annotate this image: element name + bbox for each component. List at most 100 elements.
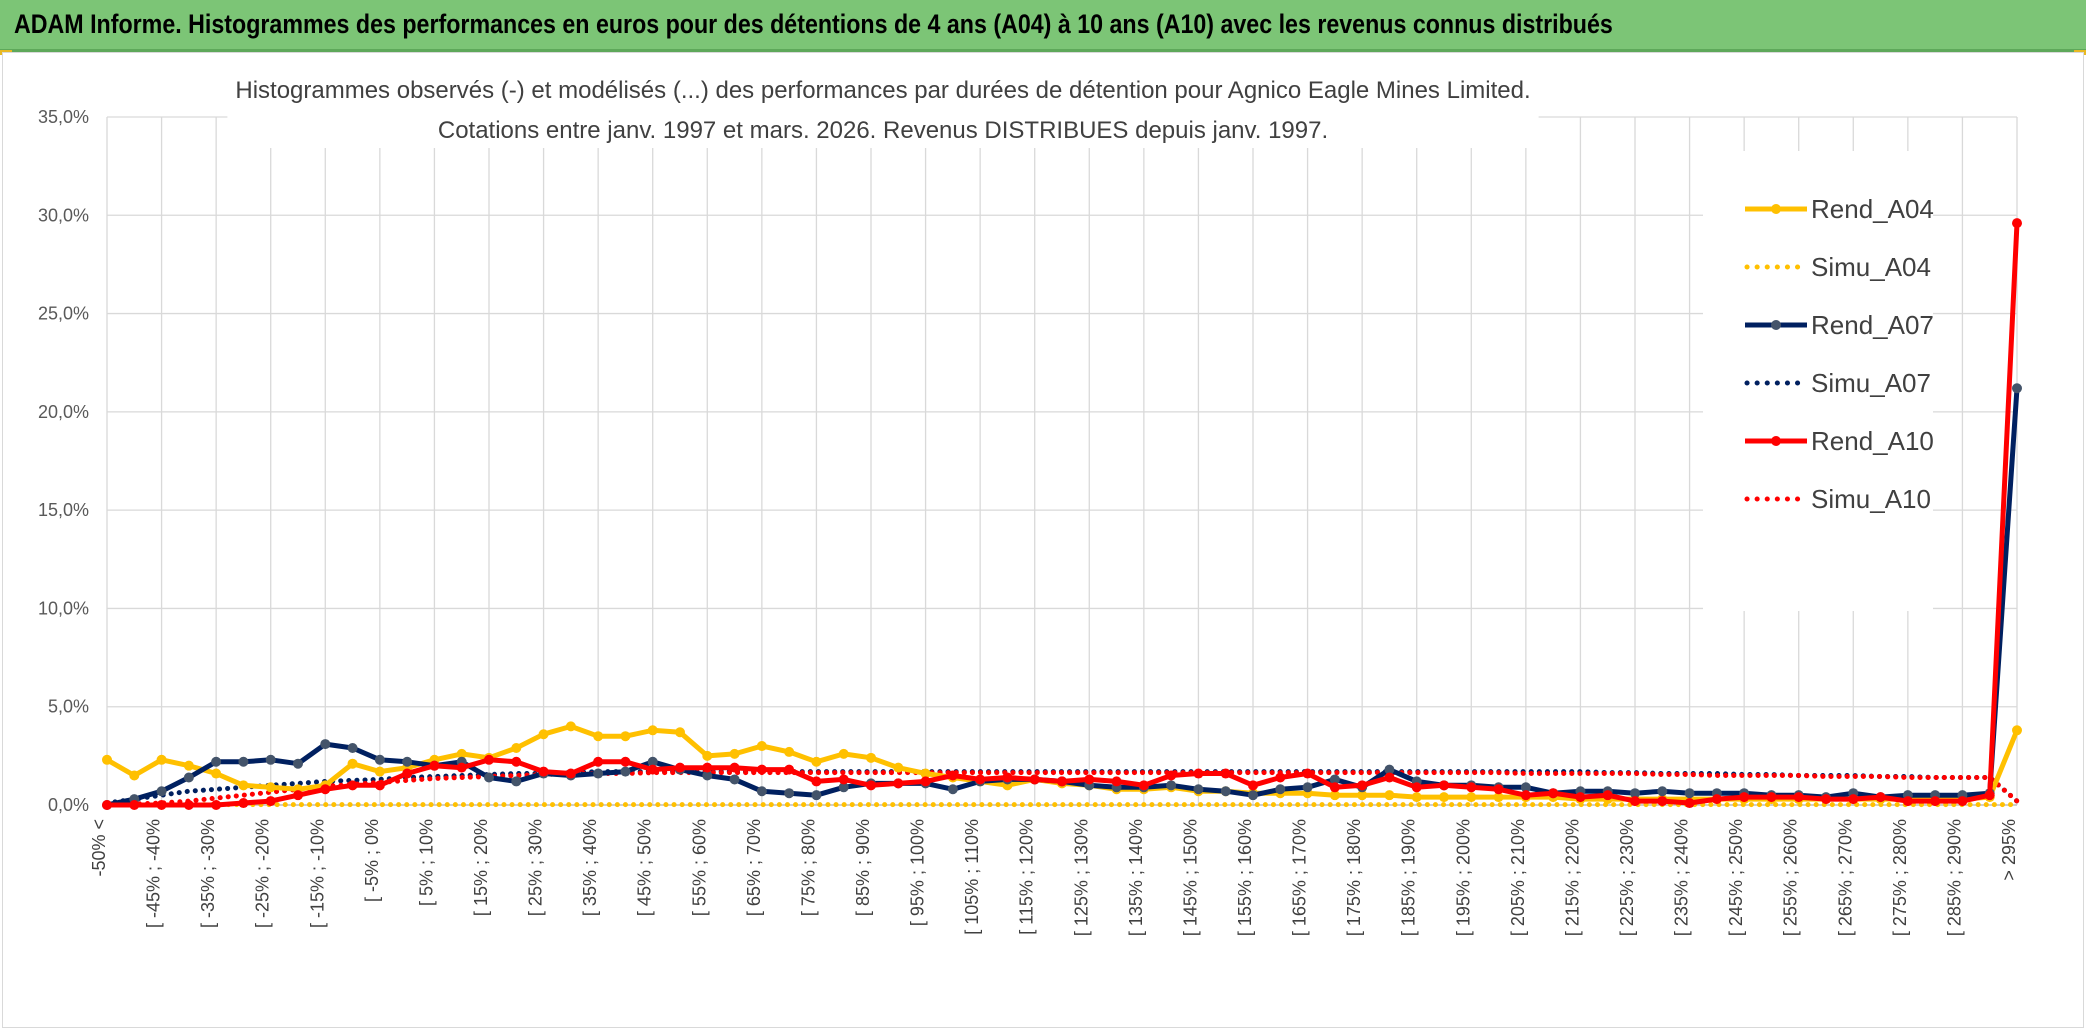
data-point <box>1329 782 1340 793</box>
data-point <box>565 721 576 732</box>
x-tick-label: [ 185% ; 190% <box>1399 819 1419 936</box>
data-point <box>211 800 222 810</box>
data-point <box>1384 764 1395 775</box>
data-point <box>1302 768 1313 779</box>
data-point <box>183 800 194 810</box>
legend: Rend_A04 Simu_A04 Rend_A07 Simu_A07 Rend_A10… <box>1703 151 1934 611</box>
data-point <box>1439 792 1449 803</box>
data-point <box>1575 792 1586 803</box>
data-point <box>647 764 658 775</box>
x-tick-label: [ 165% ; 170% <box>1290 819 1310 936</box>
data-point <box>156 786 167 797</box>
series-layer <box>102 218 2022 810</box>
data-point <box>893 762 904 773</box>
data-point <box>866 752 876 763</box>
report-title: ADAM Informe. Histogrammes des performan… <box>14 9 1613 39</box>
data-point <box>647 725 658 736</box>
x-tick-label: [ 135% ; 140% <box>1126 819 1146 936</box>
data-point <box>1248 790 1258 801</box>
data-point <box>1684 788 1695 799</box>
data-point <box>729 774 740 785</box>
chart-subtitle: Cotations entre janv. 1997 et mars. 2026… <box>438 117 1328 144</box>
legend-item-simu-a10: Simu_A10 <box>1744 484 1931 514</box>
data-point <box>374 780 385 791</box>
data-point <box>402 768 413 779</box>
data-point <box>1684 798 1695 809</box>
data-point <box>156 800 167 810</box>
data-point <box>456 762 467 773</box>
x-tick-label: [ 245% ; 250% <box>1726 819 1746 936</box>
data-point <box>702 750 713 761</box>
data-point <box>1329 790 1340 801</box>
data-point <box>211 768 222 779</box>
legend-item-rend-a07: Rend_A07 <box>1745 310 1934 340</box>
report-banner: ADAM Informe. Histogrammes des performan… <box>0 0 2086 52</box>
data-point <box>265 754 276 765</box>
x-tick-label: [ 215% ; 220% <box>1562 819 1582 936</box>
x-tick-label: [ 35% ; 40% <box>580 819 600 916</box>
data-point <box>593 768 604 779</box>
data-point <box>320 784 331 795</box>
x-tick-label: [ 55% ; 60% <box>689 819 709 916</box>
series-line-simu-a10 <box>104 770 2020 808</box>
data-point <box>102 754 112 765</box>
data-point <box>1111 776 1122 787</box>
title-background <box>227 73 1539 148</box>
series-rend-a10 <box>102 218 2022 810</box>
data-point <box>1384 772 1395 783</box>
legend-label: Simu_A10 <box>1811 484 1931 514</box>
data-point <box>1029 774 1040 785</box>
data-point <box>756 786 767 797</box>
x-tick-label: [ 205% ; 210% <box>1508 819 1528 936</box>
data-point <box>1657 786 1668 797</box>
x-tick-label: [ 275% ; 280% <box>1890 819 1910 936</box>
legend-marker <box>1771 436 1781 446</box>
data-point <box>156 754 167 765</box>
data-point <box>1657 796 1668 807</box>
legend-label: Rend_A07 <box>1811 310 1934 340</box>
x-tick-label: [ -5% ; 0% <box>362 819 382 902</box>
legend-label: Rend_A10 <box>1811 426 1934 456</box>
data-point <box>1493 792 1504 803</box>
data-point <box>1902 796 1913 807</box>
legend-label: Simu_A04 <box>1811 252 1931 282</box>
data-point <box>1220 786 1231 797</box>
data-point <box>293 790 303 801</box>
data-point <box>265 782 276 793</box>
data-point <box>811 776 822 787</box>
x-tick-label: [ 195% ; 200% <box>1453 819 1473 936</box>
data-point <box>1766 792 1777 803</box>
data-point <box>484 754 494 765</box>
data-point <box>2012 218 2022 229</box>
data-point <box>620 766 631 777</box>
data-point <box>1630 796 1640 807</box>
data-point <box>1193 768 1204 779</box>
data-point <box>1166 770 1177 781</box>
chart-title: Histogrammes observés (-) et modélisés (… <box>235 77 1530 104</box>
data-point <box>402 756 413 767</box>
data-point <box>374 754 385 765</box>
x-tick-label: [ 25% ; 30% <box>526 819 546 916</box>
x-tick-label: [ 65% ; 70% <box>744 819 764 916</box>
data-point <box>347 758 358 769</box>
data-point <box>129 770 140 781</box>
data-point <box>238 756 249 767</box>
x-tick-label: [ -25% ; -20% <box>253 819 273 928</box>
data-point <box>702 770 713 781</box>
data-point <box>1466 792 1477 803</box>
data-point <box>1357 780 1368 791</box>
data-point <box>211 756 222 767</box>
data-point <box>1166 780 1177 791</box>
data-point <box>347 742 358 753</box>
data-point <box>1248 780 1258 791</box>
data-point <box>320 739 331 750</box>
y-tick-label: 0,0% <box>48 795 89 815</box>
x-tick-label: [ 75% ; 80% <box>798 819 818 916</box>
data-point <box>238 798 249 809</box>
data-point <box>593 756 604 767</box>
data-point <box>1548 788 1559 799</box>
x-tick-label: [ -45% ; -40% <box>144 819 164 928</box>
x-tick-label: [ 175% ; 180% <box>1344 819 1364 936</box>
x-tick-label: [ 85% ; 90% <box>853 819 873 916</box>
